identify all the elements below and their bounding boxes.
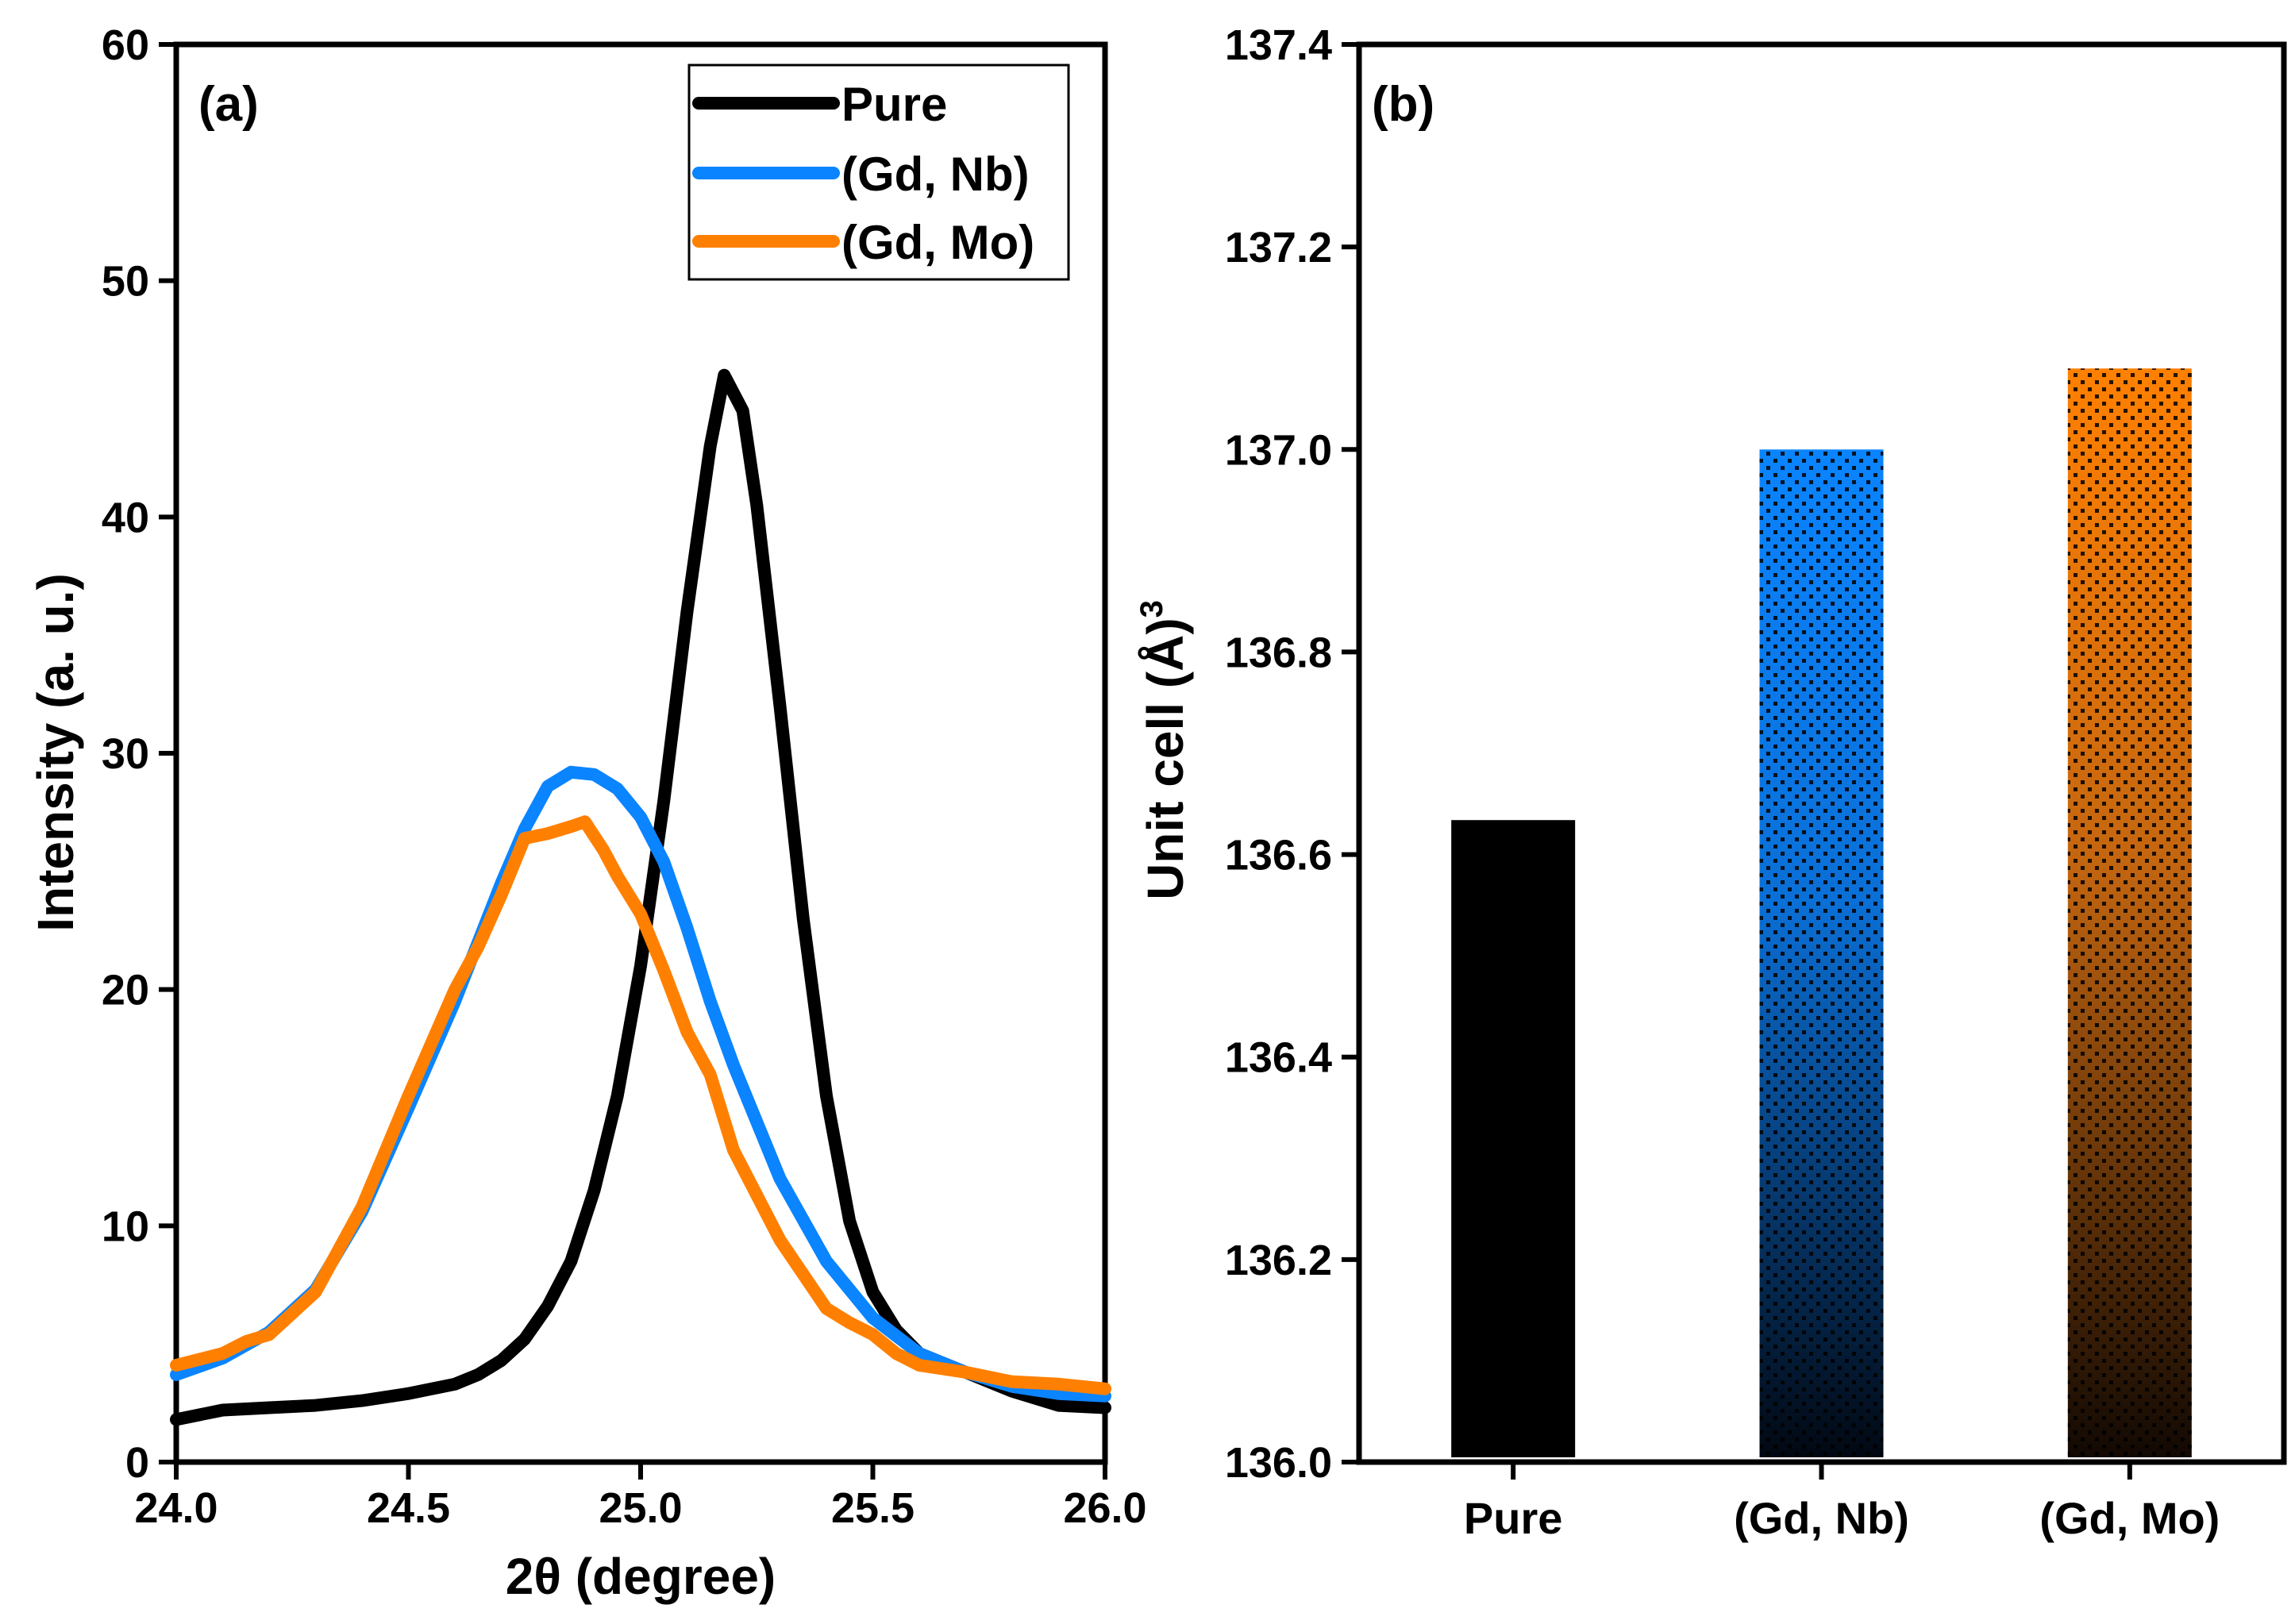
y-tick-label: 136.4 <box>1225 1034 1332 1082</box>
panel-b-label: (b) <box>1372 77 1434 132</box>
y-tick-label: 136.0 <box>1225 1439 1332 1487</box>
panel-b-y-axis-label-superscript: 3 <box>1134 600 1169 618</box>
panel-a-y-axis-label: Intensity (a. u.) <box>27 573 84 932</box>
y-tick-label: 60 <box>102 21 149 69</box>
y-tick-label: 50 <box>102 258 149 306</box>
legend-label-gd-nb: (Gd, Nb) <box>841 148 1030 201</box>
bar-gd-nb-pattern <box>1759 449 1884 1458</box>
x-tick-label: 26.0 <box>1063 1484 1146 1532</box>
y-tick-label: 0 <box>125 1439 149 1487</box>
x-tick-label: 24.0 <box>134 1484 218 1532</box>
panel-a-series <box>170 368 1111 1426</box>
panel-b-bar-chart: 136.0 136.2 136.4 136.6 136.8 137.0 137.2 137.4… <box>1134 21 2287 1543</box>
y-tick-label: 137.4 <box>1225 21 1332 69</box>
series-line-gd-mo <box>170 815 1111 1395</box>
x-category-label: (Gd, Mo) <box>2039 1493 2220 1543</box>
panel-b-y-axis-label: Unit cell (Å)3 <box>1134 600 1194 900</box>
y-tick-label: 137.2 <box>1225 224 1332 271</box>
y-tick-label: 136.8 <box>1225 629 1332 676</box>
x-tick-label: 25.5 <box>831 1484 915 1532</box>
panel-a-legend: Pure (Gd, Nb) (Gd, Mo) <box>687 63 1070 281</box>
legend-label-gd-mo: (Gd, Mo) <box>841 216 1034 269</box>
panel-a-ticks: 24.0 24.5 25.0 25.5 26.0 0 10 20 30 40 50 60 <box>102 21 1147 1532</box>
series-line-gd-nb <box>170 765 1111 1403</box>
panel-b-y-axis-label-text: Unit cell (Å) <box>1137 618 1194 900</box>
y-tick-label: 40 <box>102 494 149 541</box>
panel-a-line-chart: 24.0 24.5 25.0 25.5 26.0 0 10 20 30 40 50 60 (a) Pu… <box>27 21 1147 1605</box>
x-tick-label: 24.5 <box>367 1484 450 1532</box>
panel-a-label: (a) <box>198 77 259 132</box>
y-tick-label: 30 <box>102 730 149 778</box>
legend-label-pure: Pure <box>841 78 947 131</box>
panel-b-bars <box>1451 368 2192 1458</box>
panel-a-x-axis-label: 2θ (degree) <box>506 1548 776 1605</box>
y-tick-label: 136.6 <box>1225 832 1332 879</box>
y-tick-label: 137.0 <box>1225 426 1332 474</box>
x-category-label: (Gd, Nb) <box>1734 1493 1909 1543</box>
x-tick-label: 25.0 <box>599 1484 682 1532</box>
y-tick-label: 20 <box>102 967 149 1014</box>
y-tick-label: 136.2 <box>1225 1237 1332 1284</box>
panel-b-ticks: 136.0 136.2 136.4 136.6 136.8 137.0 137.2 137.4… <box>1225 21 2220 1543</box>
x-category-label: Pure <box>1464 1493 1563 1543</box>
y-tick-label: 10 <box>102 1203 149 1250</box>
bar-gd-mo-pattern <box>2067 368 2192 1458</box>
series-line-pure <box>170 368 1111 1426</box>
bar-pure <box>1451 820 1576 1457</box>
